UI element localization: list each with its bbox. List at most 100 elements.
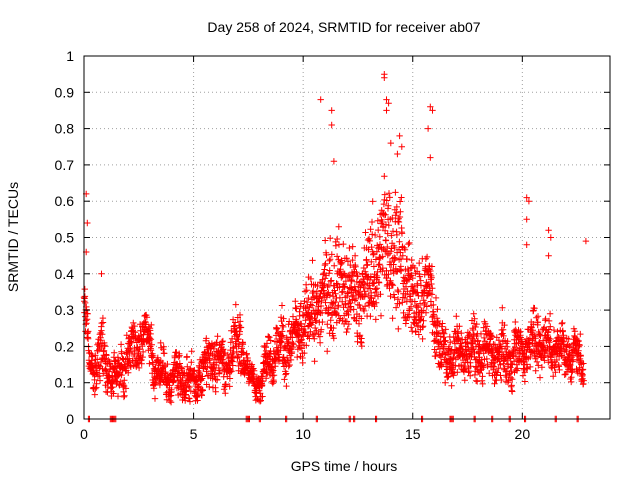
data-point [163,396,171,403]
data-point [204,346,211,353]
data-point [216,370,223,377]
data-point [512,318,519,326]
data-point [89,352,96,360]
data-points [80,71,590,423]
data-point [324,321,331,328]
data-point [234,352,242,360]
data-point [164,360,171,368]
data-point [433,349,440,356]
data-point [428,291,436,298]
data-point [427,154,434,161]
data-point [297,303,304,310]
data-point [570,352,577,359]
data-point [376,241,384,248]
data-point [471,348,478,356]
data-point [176,352,183,359]
data-point [160,364,167,371]
data-point [307,275,315,283]
data-point [135,364,143,372]
data-point [362,229,369,236]
data-point [229,362,236,369]
data-point [384,230,391,237]
data-point [384,243,391,251]
data-point [396,198,404,205]
data-point [91,376,98,384]
data-point [418,313,425,320]
data-point [410,283,418,291]
data-point [302,317,309,324]
data-point [394,296,402,303]
data-point [161,350,168,357]
data-point [507,374,515,382]
data-point [411,298,418,305]
data-point [389,315,396,322]
data-point [571,328,579,335]
data-point [442,379,449,386]
data-point [174,367,182,374]
data-point [346,244,353,252]
data-point [94,356,101,363]
data-point [479,380,486,388]
data-point [441,330,448,337]
data-point [381,74,388,81]
data-point [186,383,193,391]
data-point [424,125,432,132]
data-point [305,294,312,302]
data-point [356,332,364,339]
data-point [352,295,360,303]
data-point [509,376,516,383]
data-point [356,301,363,309]
data-point [243,350,250,357]
data-point [331,262,338,269]
data-point [536,374,544,381]
data-point [407,303,415,310]
data-point [148,341,155,348]
data-point [538,364,546,371]
data-point [397,208,404,215]
data-point [339,298,346,305]
data-point [222,390,229,397]
data-point [305,309,312,316]
data-point [564,341,571,348]
data-point [227,366,234,374]
data-point [545,227,552,234]
data-point [430,301,437,309]
data-point [312,324,319,332]
data-point [234,354,241,361]
data-point [531,305,538,312]
data-point [525,198,533,205]
data-point [226,383,233,390]
data-point [166,382,173,389]
data-point [394,286,401,294]
data-point [368,258,375,266]
data-point [363,262,370,269]
data-point [545,326,553,333]
data-point [420,297,427,304]
data-point [281,376,288,383]
data-point [514,365,521,372]
data-point [454,369,461,376]
data-point [533,314,540,321]
data-point [143,314,151,321]
data-point [208,370,215,377]
data-point [175,384,182,391]
data-point [289,313,297,320]
data-point [368,289,375,297]
data-point [521,378,529,385]
data-point [376,261,383,268]
data-point [294,353,301,361]
data-point [152,380,159,387]
data-point [553,356,560,364]
data-point [367,313,374,320]
data-point [314,282,321,290]
data-point [476,369,483,377]
data-point [334,280,341,288]
data-point [395,325,402,333]
data-point [396,300,403,307]
data-point [283,382,290,390]
data-point [364,261,371,268]
data-point [319,318,326,326]
x-axis-title: GPS time / hours [291,458,398,474]
data-point [372,316,379,323]
